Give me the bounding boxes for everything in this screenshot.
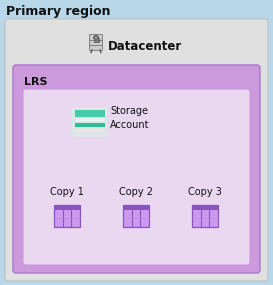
- FancyBboxPatch shape: [23, 89, 250, 265]
- FancyBboxPatch shape: [90, 40, 102, 46]
- Text: LRS: LRS: [24, 77, 48, 87]
- Bar: [75, 110, 105, 117]
- Bar: [75, 123, 105, 127]
- Bar: [54, 205, 80, 227]
- FancyBboxPatch shape: [72, 107, 108, 137]
- Bar: [123, 205, 149, 227]
- FancyBboxPatch shape: [13, 65, 260, 273]
- Bar: [123, 205, 149, 210]
- Text: Copy 2: Copy 2: [119, 187, 153, 197]
- Text: Primary region: Primary region: [6, 5, 111, 19]
- Text: Copy 3: Copy 3: [188, 187, 222, 197]
- Bar: [192, 205, 218, 210]
- Bar: [75, 127, 105, 133]
- FancyBboxPatch shape: [90, 34, 102, 40]
- Text: Storage
Account: Storage Account: [110, 106, 150, 130]
- Bar: [192, 205, 218, 227]
- Text: Datacenter: Datacenter: [108, 40, 182, 54]
- FancyBboxPatch shape: [5, 19, 268, 281]
- Bar: [93, 38, 99, 42]
- Text: Copy 1: Copy 1: [50, 187, 84, 197]
- Bar: [75, 118, 105, 122]
- FancyBboxPatch shape: [90, 44, 102, 50]
- Bar: [54, 205, 80, 210]
